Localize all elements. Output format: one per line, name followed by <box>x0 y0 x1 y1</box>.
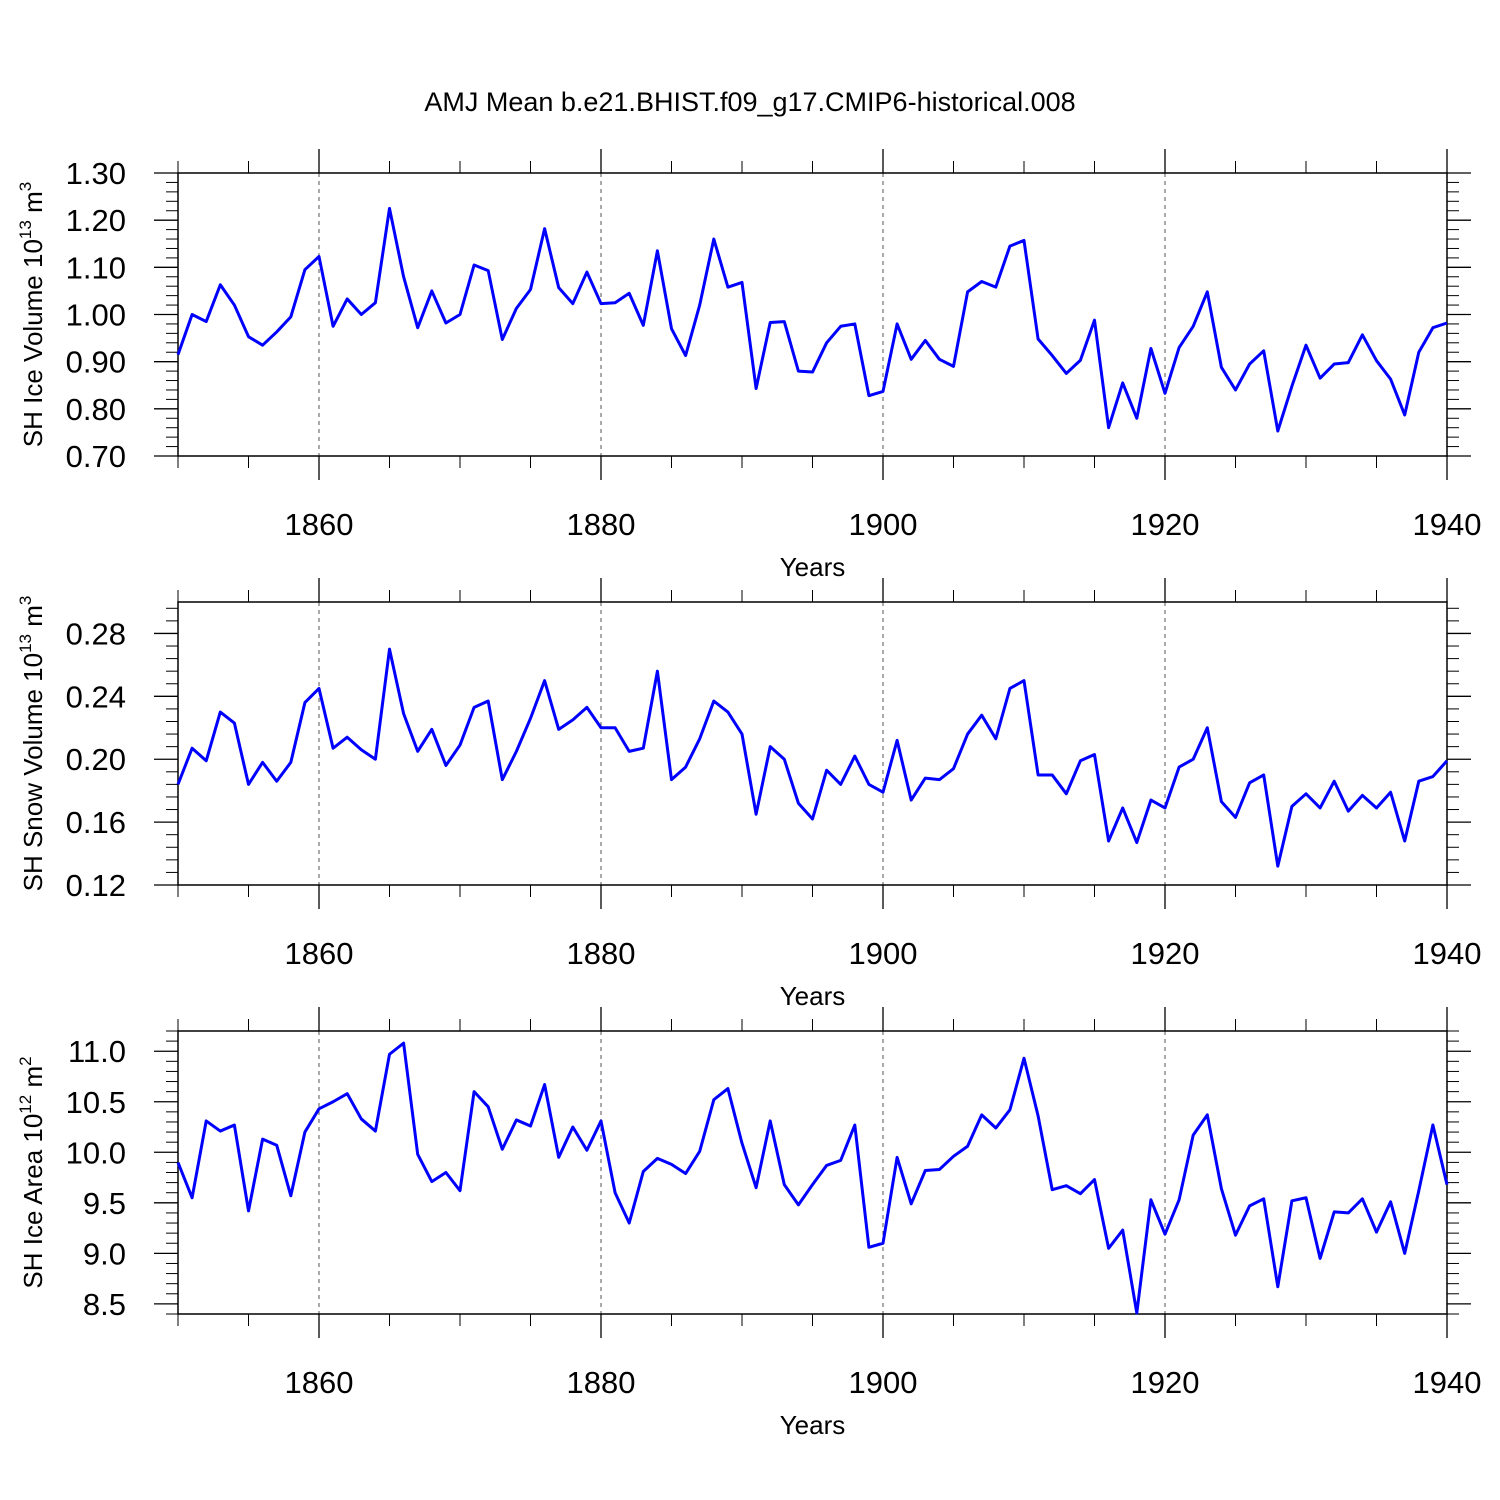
panel0-xtick-label: 1860 <box>285 507 354 542</box>
panel1-xtick-label: 1860 <box>285 936 354 971</box>
panel2-xtick-label: 1900 <box>849 1365 918 1400</box>
panel0-ytick-label: 1.30 <box>66 156 126 191</box>
panel2-xtick-label: 1920 <box>1131 1365 1200 1400</box>
panel1-ytick-label: 0.28 <box>66 616 126 651</box>
panel0-xtick-label: 1940 <box>1413 507 1482 542</box>
panel2-ytick-label: 9.0 <box>83 1236 126 1271</box>
panel-ice-volume: 0.70 0.80 0.90 1.00 1.10 1.20 1.30 1860 1880 1900… <box>16 149 1481 582</box>
panel0-ytick-label: 0.70 <box>66 439 126 474</box>
panel2-series-line-0 <box>176 1041 1449 1315</box>
panel0-ytick-label: 1.10 <box>66 250 126 285</box>
panel-snow-volume: 0.12 0.16 0.20 0.24 0.28 1860 1880 1900 1920 1940… <box>16 578 1481 1011</box>
panel1-ytick-label: 0.12 <box>66 868 126 903</box>
panel1-ytick-label: 0.16 <box>66 805 126 840</box>
panel2-ytick-label: 11.0 <box>68 1034 126 1069</box>
panel0-xtick-label: 1920 <box>1131 507 1200 542</box>
panel1-xtick-label: 1940 <box>1413 936 1482 971</box>
panel2-frame <box>177 1030 1448 1315</box>
panel2-xtick-label: 1940 <box>1413 1365 1482 1400</box>
panel2-ytick-label: 9.5 <box>83 1186 126 1221</box>
panel2-ytick-label: 10.5 <box>66 1085 126 1120</box>
panel0-xtick-label: 1880 <box>567 507 636 542</box>
panel1-y-axis-label: SH Snow Volume 1013 m3 <box>16 596 48 892</box>
panel0-frame <box>177 172 1448 457</box>
panel1-ytick-label: 0.20 <box>66 742 126 777</box>
panel2-y-axis-label: SH Ice Area 1012 m2 <box>16 1056 48 1288</box>
panel2-x-axis-label: Years <box>780 1410 846 1440</box>
panel0-xtick-label: 1900 <box>849 507 918 542</box>
panel2-ytick-label: 10.0 <box>66 1135 126 1170</box>
panel-ice-area: 8.5 9.0 9.5 10.0 10.5 11.0 1860 1880 1900 1920 194… <box>16 1007 1481 1440</box>
panel1-frame <box>177 601 1448 886</box>
panel2-xtick-label: 1860 <box>285 1365 354 1400</box>
panel0-ytick-label: 1.20 <box>66 203 126 238</box>
panel2-xtick-label: 1880 <box>567 1365 636 1400</box>
panel1-xtick-label: 1900 <box>849 936 918 971</box>
panel0-ytick-label: 0.80 <box>66 392 126 427</box>
panel1-xtick-label: 1920 <box>1131 936 1200 971</box>
panel1-xtick-label: 1880 <box>567 936 636 971</box>
panel0-ytick-label: 1.00 <box>66 298 126 333</box>
panel2-ytick-label: 8.5 <box>83 1287 126 1322</box>
chart-title: AMJ Mean b.e21.BHIST.f09_g17.CMIP6-histo… <box>424 87 1075 117</box>
panel1-x-axis-label: Years <box>780 981 846 1011</box>
panel0-ytick-label: 0.90 <box>66 345 126 380</box>
panel1-ytick-label: 0.24 <box>66 679 126 714</box>
panel1-series-line-0 <box>176 647 1449 868</box>
panel0-y-axis-label: SH Ice Volume 1013 m3 <box>16 182 48 447</box>
panel0-x-axis-label: Years <box>780 552 846 582</box>
panel0-series-line-0 <box>176 206 1448 433</box>
